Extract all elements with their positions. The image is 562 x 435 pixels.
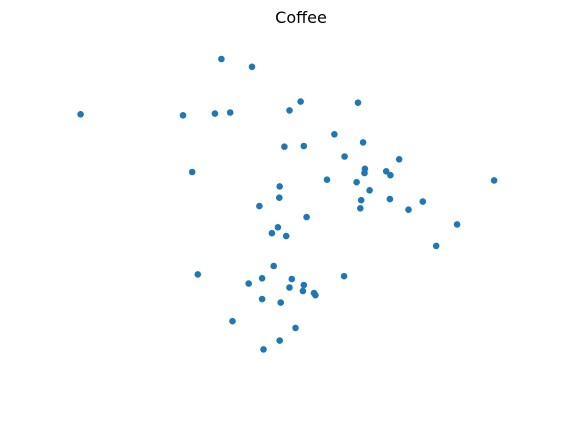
scatter-point-10 xyxy=(300,142,308,150)
scatter-point-49 xyxy=(258,295,266,303)
scatter-point-18 xyxy=(387,171,394,179)
scatter-point-25 xyxy=(357,196,365,204)
scatter-point-14 xyxy=(395,156,403,163)
scatter-point-29 xyxy=(419,198,427,205)
scatter-point-30 xyxy=(490,177,498,184)
scatter-point-51 xyxy=(229,317,236,325)
scatter-point-3 xyxy=(226,109,234,116)
scatter-point-7 xyxy=(297,98,304,105)
scatter-point-28 xyxy=(405,206,412,213)
scatter-point-33 xyxy=(274,224,282,231)
scatter-point-39 xyxy=(270,262,278,270)
scatter-point-44 xyxy=(300,281,308,289)
scatter-point-53 xyxy=(276,337,284,344)
scatter-point-1 xyxy=(179,112,187,119)
scatter-point-4 xyxy=(218,55,225,63)
scatter-point-36 xyxy=(453,221,461,228)
scatter-point-20 xyxy=(188,168,196,176)
scatter-point-45 xyxy=(299,287,307,295)
scatter-point-0 xyxy=(77,111,84,118)
scatter-point-38 xyxy=(194,271,202,278)
scatter-point-13 xyxy=(341,153,348,160)
scatter-point-37 xyxy=(432,242,440,250)
scatter-point-22 xyxy=(276,194,283,201)
scatter-point-31 xyxy=(256,202,263,210)
chart-title: Coffee xyxy=(275,8,327,27)
scatter-point-27 xyxy=(386,195,394,203)
scatter-point-50 xyxy=(277,299,285,306)
scatter-point-12 xyxy=(359,139,367,146)
scatter-point-24 xyxy=(366,187,373,194)
scatter-point-47 xyxy=(312,291,319,299)
scatter-point-41 xyxy=(245,280,252,287)
scatter-point-35 xyxy=(282,232,290,240)
scatter-point-9 xyxy=(281,143,288,150)
scatter-point-5 xyxy=(248,63,256,71)
scatter-point-23 xyxy=(353,178,360,186)
scatter-point-26 xyxy=(357,205,364,212)
scatter-point-43 xyxy=(286,284,293,291)
scatter-point-32 xyxy=(303,213,310,221)
scatter-point-15 xyxy=(323,176,331,183)
scatter-points xyxy=(77,55,498,353)
scatter-point-2 xyxy=(211,110,219,117)
scatter-point-42 xyxy=(288,275,296,283)
scatter-point-48 xyxy=(340,272,348,280)
scatter-point-19 xyxy=(382,168,390,175)
scatter-point-17 xyxy=(361,169,368,177)
scatter-point-34 xyxy=(268,229,276,237)
scatter-point-8 xyxy=(354,99,362,106)
scatter-point-11 xyxy=(331,131,338,138)
scatter-point-40 xyxy=(258,275,266,282)
scatter-point-54 xyxy=(260,346,267,353)
scatter-point-21 xyxy=(276,183,284,190)
scatter-point-6 xyxy=(286,107,293,114)
scatter-point-52 xyxy=(292,324,299,332)
